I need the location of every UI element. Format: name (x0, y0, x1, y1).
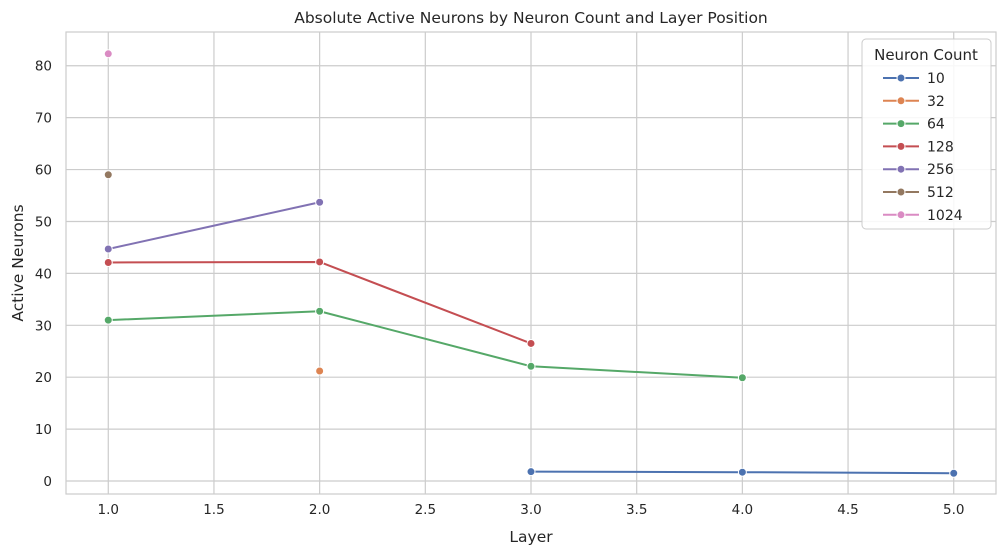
x-axis-label: Layer (509, 528, 553, 546)
legend-marker (896, 96, 906, 106)
series-10 (526, 467, 959, 478)
y-tick-label: 40 (35, 266, 52, 282)
data-point (103, 315, 113, 325)
data-point (949, 468, 959, 478)
y-tick-label: 10 (35, 422, 52, 438)
legend-marker (896, 164, 906, 174)
data-point (103, 244, 113, 254)
data-point (103, 49, 113, 59)
data-point (315, 306, 325, 316)
legend: Neuron Count 10 32 64 128 256 512 1024 (861, 38, 992, 230)
data-point (315, 197, 325, 207)
legend-item: 32 (883, 94, 945, 110)
legend-marker (896, 210, 906, 220)
data-point (315, 366, 325, 376)
legend-marker (896, 187, 906, 197)
legend-marker (896, 73, 906, 83)
x-tick-label: 3.5 (626, 502, 647, 518)
plot-frame (65, 31, 997, 495)
series-line (108, 201, 320, 250)
data-point (103, 170, 113, 180)
y-tick-label: 50 (35, 214, 52, 230)
y-tick-label: 70 (35, 111, 52, 127)
data-point (526, 338, 536, 348)
y-tick-label: 30 (35, 318, 52, 334)
legend-marker (896, 119, 906, 129)
legend-item: 1024 (883, 208, 963, 224)
chart-title: Absolute Active Neurons by Neuron Count … (294, 9, 768, 27)
legend-item: 128 (883, 139, 954, 155)
y-tick-label: 80 (35, 59, 52, 75)
y-axis-label: Active Neurons (9, 204, 27, 321)
legend-marker (896, 141, 906, 151)
x-axis: 1.0 1.5 2.0 2.5 3.0 3.5 4.0 4.5 5.0 (98, 502, 965, 518)
legend-box (861, 38, 992, 230)
x-tick-label: 1.0 (98, 502, 119, 518)
grid (66, 32, 996, 494)
legend-item: 512 (883, 185, 954, 201)
x-tick-label: 3.0 (520, 502, 541, 518)
legend-item: 10 (883, 71, 945, 87)
data-point (103, 257, 113, 267)
y-tick-label: 60 (35, 163, 52, 179)
legend-label: 64 (927, 117, 945, 133)
y-tick-label: 20 (35, 370, 52, 386)
x-tick-label: 5.0 (943, 502, 964, 518)
series-1024 (103, 49, 113, 59)
data-point (526, 361, 536, 371)
series-64 (103, 306, 747, 383)
legend-label: 128 (927, 139, 954, 155)
data-point (737, 467, 747, 477)
legend-label: 32 (927, 94, 945, 110)
legend-label: 1024 (927, 208, 963, 224)
x-tick-label: 1.5 (203, 502, 224, 518)
legend-item: 256 (883, 162, 954, 178)
data-point (737, 373, 747, 383)
x-tick-label: 4.0 (732, 502, 753, 518)
x-tick-label: 2.0 (309, 502, 330, 518)
legend-title: Neuron Count (874, 46, 978, 64)
legend-item: 64 (883, 117, 945, 133)
series-128 (103, 257, 536, 348)
series-32 (315, 366, 325, 376)
legend-label: 512 (927, 185, 954, 201)
legend-label: 10 (927, 71, 945, 87)
legend-label: 256 (927, 162, 954, 178)
data-point (526, 467, 536, 477)
series-line (108, 310, 743, 379)
series-512 (103, 170, 113, 180)
y-tick-label: 0 (43, 474, 52, 490)
data-point (315, 257, 325, 267)
series-layer (103, 49, 959, 478)
y-axis: 0 10 20 30 40 50 60 70 80 (35, 59, 52, 490)
series-256 (103, 197, 325, 254)
x-tick-label: 2.5 (415, 502, 436, 518)
x-tick-label: 4.5 (837, 502, 858, 518)
